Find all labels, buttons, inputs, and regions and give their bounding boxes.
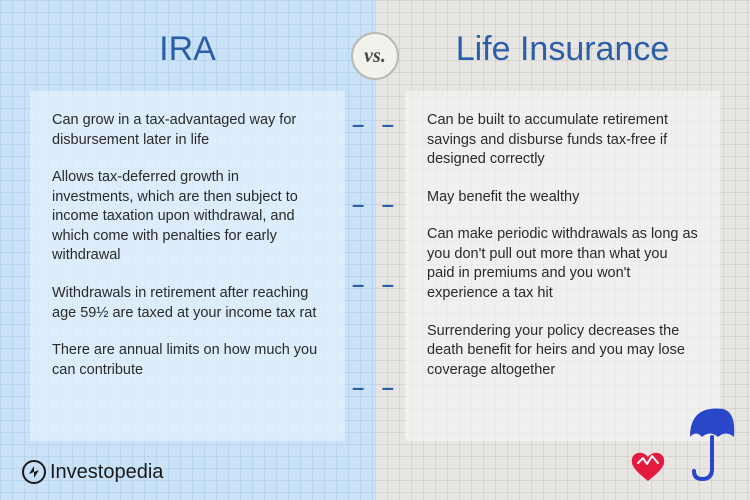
list-item: There are annual limits on how much you …: [52, 341, 323, 380]
right-title: Life Insurance: [405, 30, 720, 69]
left-title: IRA: [30, 30, 345, 69]
logo-text: Investopedia: [50, 461, 163, 484]
left-content-box: Can grow in a tax-advantaged way for dis…: [30, 91, 345, 441]
divider-dash: – –: [353, 378, 398, 399]
right-content-box: Can be built to accumulate retirement sa…: [405, 91, 720, 441]
list-item: Allows tax-deferred growth in investment…: [52, 168, 323, 266]
list-item: Surrendering your policy decreases the d…: [427, 322, 698, 381]
vs-badge: vs.: [351, 32, 399, 80]
divider-dash: – –: [353, 195, 398, 216]
left-panel: IRA Can grow in a tax-advantaged way for…: [0, 0, 375, 500]
investopedia-logo: Investopedia: [22, 460, 163, 484]
logo-icon: [22, 460, 46, 484]
list-item: Can grow in a tax-advantaged way for dis…: [52, 111, 323, 150]
umbrella-heart-icon: [628, 397, 738, 492]
list-item: Can make periodic withdrawals as long as…: [427, 225, 698, 303]
vs-label: vs.: [364, 45, 386, 68]
divider-dash: – –: [353, 275, 398, 296]
list-item: May benefit the wealthy: [427, 188, 698, 208]
list-item: Can be built to accumulate retirement sa…: [427, 111, 698, 170]
list-item: Withdrawals in retirement after reaching…: [52, 284, 323, 323]
divider-dash: – –: [353, 115, 398, 136]
